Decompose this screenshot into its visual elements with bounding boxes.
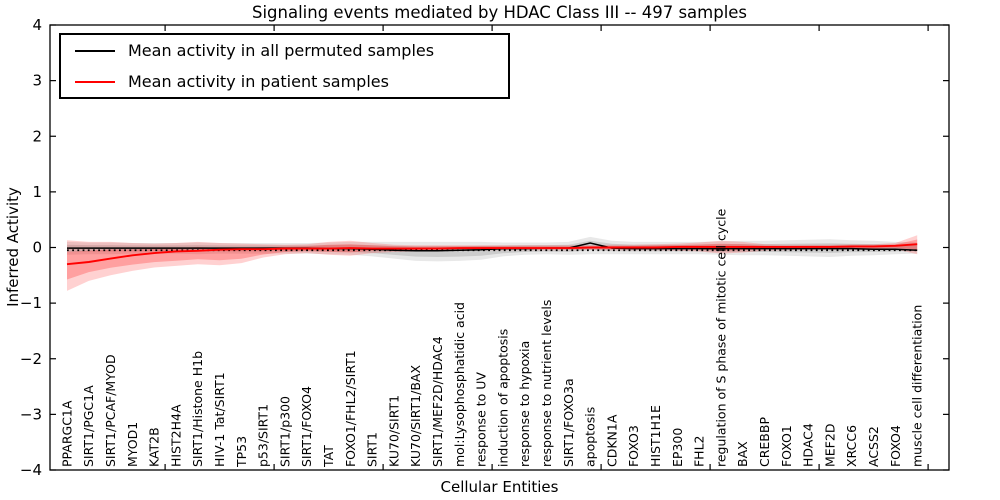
- category-label: mol:Lysophosphatidic acid: [452, 302, 467, 467]
- category-label: regulation of S phase of mitotic cell cy…: [713, 208, 728, 467]
- category-label: FOXO3: [626, 425, 641, 467]
- category-label: KU70/SIRT1: [386, 395, 401, 467]
- category-label: MEF2D: [822, 424, 837, 467]
- legend-item-permuted: Mean activity in all permuted samples: [61, 35, 508, 66]
- y-tick-label: −1: [20, 294, 42, 312]
- category-label: MYOD1: [125, 422, 140, 467]
- category-label: SIRT1/p300: [277, 396, 292, 467]
- category-label: SIRT1/MEF2D/HDAC4: [430, 336, 445, 467]
- y-tick-label: 4: [32, 16, 42, 34]
- legend-label: Mean activity in patient samples: [128, 72, 389, 91]
- chart-title: Signaling events mediated by HDAC Class …: [251, 3, 748, 22]
- category-label: SIRT1/Histone H1b: [190, 351, 205, 467]
- y-tick-label: −4: [20, 461, 42, 479]
- legend-label: Mean activity in all permuted samples: [128, 41, 435, 60]
- y-tick-label: 2: [32, 127, 42, 145]
- category-label: SIRT1/FOXO4: [299, 386, 314, 467]
- category-label: FOXO1: [779, 425, 794, 467]
- category-label: FOXO4: [888, 425, 903, 467]
- category-label: response to UV: [474, 372, 489, 467]
- category-label: p53/SIRT1: [256, 404, 271, 467]
- category-label: XRCC6: [844, 425, 859, 467]
- category-label: KAT2B: [147, 427, 162, 467]
- category-label: FOXO1/FHL2/SIRT1: [343, 350, 358, 467]
- y-tick-label: 1: [32, 183, 42, 201]
- legend-line-red: [75, 80, 115, 83]
- category-label: KU70/SIRT1/BAX: [408, 365, 423, 467]
- category-label: induction of apoptosis: [495, 329, 510, 467]
- category-label: FHL2: [692, 435, 707, 467]
- legend-line-black: [75, 49, 115, 52]
- category-label: SIRT1: [365, 432, 380, 467]
- category-label: ACSS2: [866, 426, 881, 467]
- category-label: apoptosis: [583, 407, 598, 467]
- category-label: HDAC4: [801, 423, 816, 467]
- category-label: BAX: [735, 441, 750, 467]
- x-axis-label: Cellular Entities: [440, 478, 559, 496]
- category-label: response to nutrient levels: [539, 300, 554, 467]
- legend-item-patient: Mean activity in patient samples: [61, 66, 508, 97]
- category-label: TAT: [321, 445, 336, 468]
- series-line-permuted: [67, 242, 918, 252]
- category-label: SIRT1/FOXO3a: [561, 378, 576, 467]
- legend: Mean activity in all permuted samples Me…: [59, 33, 510, 99]
- category-label: HIST2H4A: [168, 404, 183, 467]
- category-label: HIV-1 Tat/SIRT1: [212, 372, 227, 467]
- category-label: SIRT1/PGC1A: [81, 385, 96, 467]
- y-tick-label: 0: [32, 239, 42, 257]
- y-tick-label: 3: [32, 72, 42, 90]
- category-label: CREBBP: [757, 417, 772, 467]
- category-label: TP53: [234, 436, 249, 468]
- category-label: response to hypoxia: [517, 341, 532, 467]
- category-label: SIRT1/PCAF/MYOD: [103, 354, 118, 467]
- category-label: EP300: [670, 428, 685, 467]
- y-tick-label: −2: [20, 350, 42, 368]
- category-label: CDKN1A: [604, 414, 619, 467]
- series-line-patient: [66, 243, 918, 266]
- y-tick-label: −3: [20, 405, 42, 423]
- category-label: PPARGC1A: [59, 400, 74, 467]
- category-label: HIST1H1E: [648, 405, 663, 467]
- category-label: muscle cell differentiation: [910, 305, 925, 467]
